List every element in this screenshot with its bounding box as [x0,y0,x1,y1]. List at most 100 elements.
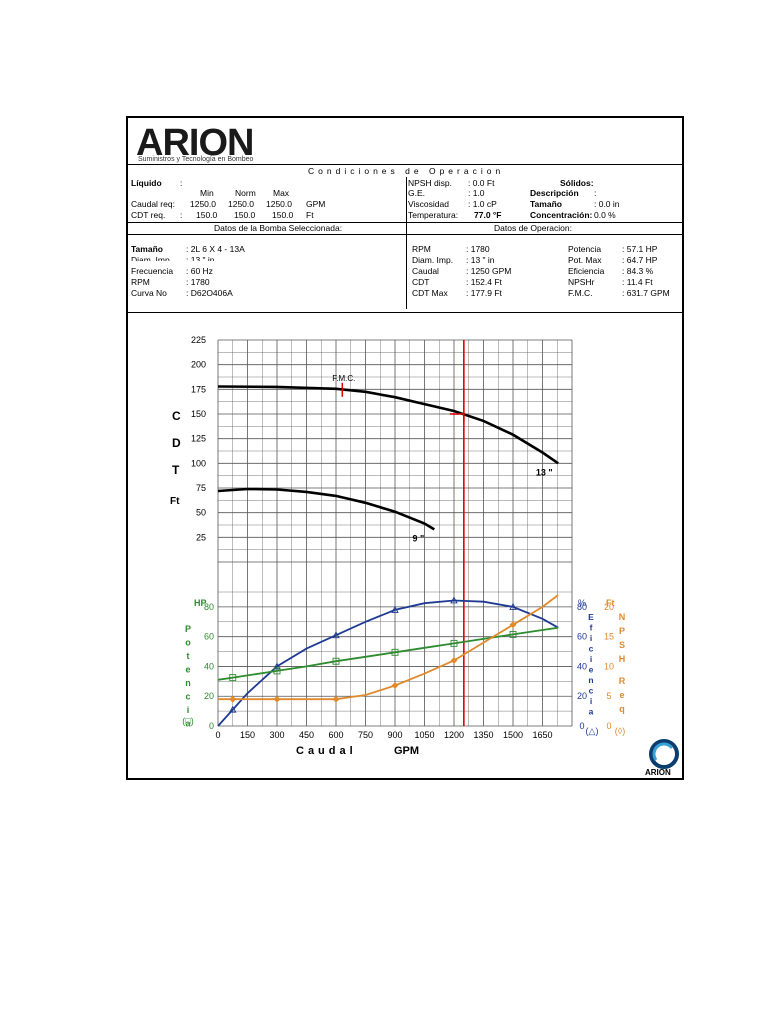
cdt-norm: 150.0 [234,210,256,220]
head-tick-label: 200 [191,360,206,370]
ge-label: G.E. [408,188,426,198]
x-tick-label: 900 [387,730,402,740]
power-marker [273,667,281,675]
eff-axis-letter: i [590,654,592,664]
eff-marker [450,596,458,604]
liquido-colon: : [180,178,183,188]
eff-marker [273,662,281,670]
power-marker [391,648,399,656]
cdt-req-colon: : [180,210,183,220]
power-marker [229,674,237,682]
eff-marker [391,605,399,613]
curva-label: Curva No [131,288,167,298]
head-tick-label: 100 [191,458,206,468]
npsh-marker [509,621,517,629]
eff-tick-label: 0 [579,721,584,731]
op-eficiencia-label: Eficiencia [568,266,605,276]
power-axis-title: HP [194,598,207,608]
frecuencia-label: Frecuencia [131,266,174,276]
op-potmax-value: : 64.7 HP [622,255,658,265]
arion-small-logo: ARION [644,738,684,780]
eff-tick-label: 20 [577,691,587,701]
tamano-label: Tamaño [131,244,163,254]
operation-data-title: Datos de Operacion: [494,223,572,233]
head-axis-unit: Ft [170,496,180,507]
x-axis-unit: GPM [394,745,419,757]
power-marker [450,639,458,647]
op-npshr-label: NPSHr [568,277,595,287]
x-tick-label: 0 [215,730,220,740]
temperatura-label: Temperatura: [408,210,459,220]
viscosidad-value: : 1.0 cP [468,199,497,209]
logo-wordmark: ARION [136,122,254,164]
caudal-unit: GPM [306,199,326,209]
op-npshr-value: : 11.4 Ft [622,277,653,287]
eff-curve [217,599,559,727]
descripcion-label: Descripción [530,188,579,198]
npsh-axis-letter: R [619,676,626,686]
col-min: Min [200,188,214,198]
npsh-tick-label: 15 [604,632,614,642]
npsh-axis-letter: H [619,654,626,664]
arion-logo: ARION Suministros y Tecnología en Bombeo [136,122,276,166]
op-potmax-label: Pot. Max [568,255,602,265]
power-axis-letter: e [185,665,190,675]
npsh-axis-title: Ft [606,598,615,608]
head-axis-letter: T [172,463,180,477]
npsh-curve [218,594,559,701]
diam-imp-value: : 13 " in [186,255,215,261]
power-axis-letter: n [185,678,191,688]
pump-data-title: Datos de la Bomba Seleccionada: [214,223,343,233]
temperatura-value: 77.0 °F [474,210,502,220]
eff-tick-label: 80 [577,602,587,612]
npsh-axis-letter: q [619,704,625,714]
npsh-tick-label: 5 [606,691,611,701]
head-curve [217,487,435,531]
power-marker [509,630,517,638]
x-tick-label: 1200 [444,730,464,740]
tamano-value: : 2L 6 X 4 - 13A [186,244,245,254]
power-curve [217,626,559,681]
op-potencia-label: Potencia [568,244,602,254]
npsh-axis-letter: P [619,626,625,636]
impeller-label: 9 " [412,533,424,543]
power-axis-marker: (□) [182,716,193,726]
op-caudal-label: Caudal [412,266,439,276]
conditions-title: Condiciones de Operacion [308,166,505,176]
npsh-marker [273,695,281,703]
arion-small-logo-text: ARION [645,768,671,777]
eff-axis-letter: f [590,623,593,633]
ge-value: : 1.0 [468,188,485,198]
npsh-marker [450,657,458,664]
eff-axis-letter: c [589,644,594,654]
power-axis-letter: P [185,624,191,634]
npsh-tick-label: 0 [606,721,611,731]
x-tick-label: 750 [358,730,373,740]
caudal-min: 1250.0 [190,199,216,209]
op-diam-value: : 13 " in [466,255,495,265]
caudal-norm: 1250.0 [228,199,254,209]
eff-axis-letter: n [588,675,593,685]
caudal-req-label: Caudal req: [131,199,175,209]
diam-imp-label: Diam. Imp. [131,255,173,261]
op-cdtmax-label: CDT Max [412,288,448,298]
power-axis-letter: t [187,651,190,661]
eff-axis-title: % [578,598,586,608]
x-axis-label: Caudal [296,745,357,757]
power-axis-letter: c [185,692,190,702]
power-tick-label: 20 [204,691,214,701]
head-tick-label: 75 [196,483,206,493]
cdt-min: 150.0 [196,210,218,220]
curva-value: : D62O406A [186,288,233,298]
concentracion-value: 0.0 % [594,210,616,220]
eff-axis-letter: i [590,696,592,706]
npsh-axis-letter: N [619,612,626,622]
liquido-label: Líquido [131,178,162,188]
head-tick-label: 175 [191,384,206,394]
npsh-disp-label: NPSH disp. [408,178,452,188]
eff-tick-label: 60 [577,632,587,642]
viscosidad-label: Viscosidad [408,199,449,209]
op-potencia-value: : 57.1 HP [622,244,658,254]
x-tick-label: 1500 [503,730,523,740]
